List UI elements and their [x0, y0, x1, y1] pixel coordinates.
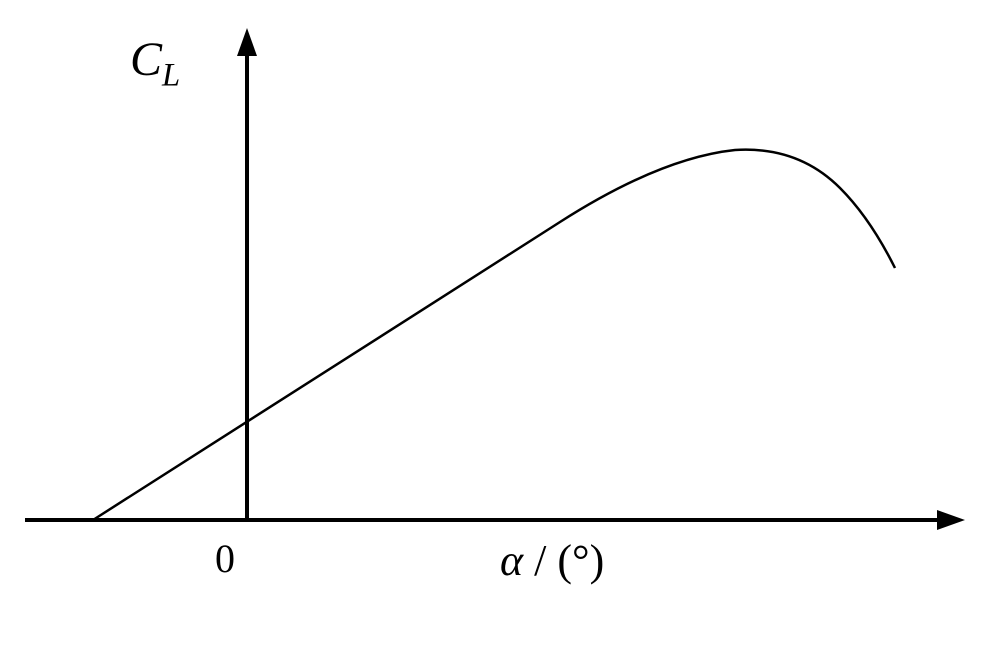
x-axis-label: α / (°): [500, 535, 604, 586]
lift-curve: [93, 150, 895, 520]
y-axis-label: CL: [130, 32, 180, 95]
origin-label: 0: [215, 535, 235, 582]
lift-coefficient-chart: CL α / (°) 0: [0, 0, 1000, 659]
axes-group: [25, 28, 965, 530]
